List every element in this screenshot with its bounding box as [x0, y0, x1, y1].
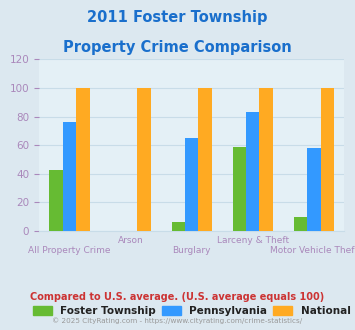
Text: Burglary: Burglary	[173, 246, 211, 255]
Bar	[294, 217, 307, 231]
Text: Property Crime Comparison: Property Crime Comparison	[63, 40, 292, 54]
Bar	[49, 170, 63, 231]
Text: Compared to U.S. average. (U.S. average equals 100): Compared to U.S. average. (U.S. average …	[31, 292, 324, 302]
Text: 2011 Foster Township: 2011 Foster Township	[87, 10, 268, 25]
Bar	[137, 88, 151, 231]
Text: All Property Crime: All Property Crime	[28, 246, 111, 255]
Text: Motor Vehicle Theft: Motor Vehicle Theft	[270, 246, 355, 255]
Bar	[171, 222, 185, 231]
Bar	[76, 88, 90, 231]
Bar	[321, 88, 334, 231]
Legend: Foster Township, Pennsylvania, National: Foster Township, Pennsylvania, National	[29, 301, 355, 320]
Bar	[185, 138, 198, 231]
Bar	[63, 122, 76, 231]
Text: Arson: Arson	[118, 236, 143, 245]
Bar	[307, 148, 321, 231]
Bar	[198, 88, 212, 231]
Bar	[246, 112, 260, 231]
Text: Larceny & Theft: Larceny & Theft	[217, 236, 289, 245]
Text: © 2025 CityRating.com - https://www.cityrating.com/crime-statistics/: © 2025 CityRating.com - https://www.city…	[53, 317, 302, 324]
Bar	[233, 147, 246, 231]
Bar	[260, 88, 273, 231]
